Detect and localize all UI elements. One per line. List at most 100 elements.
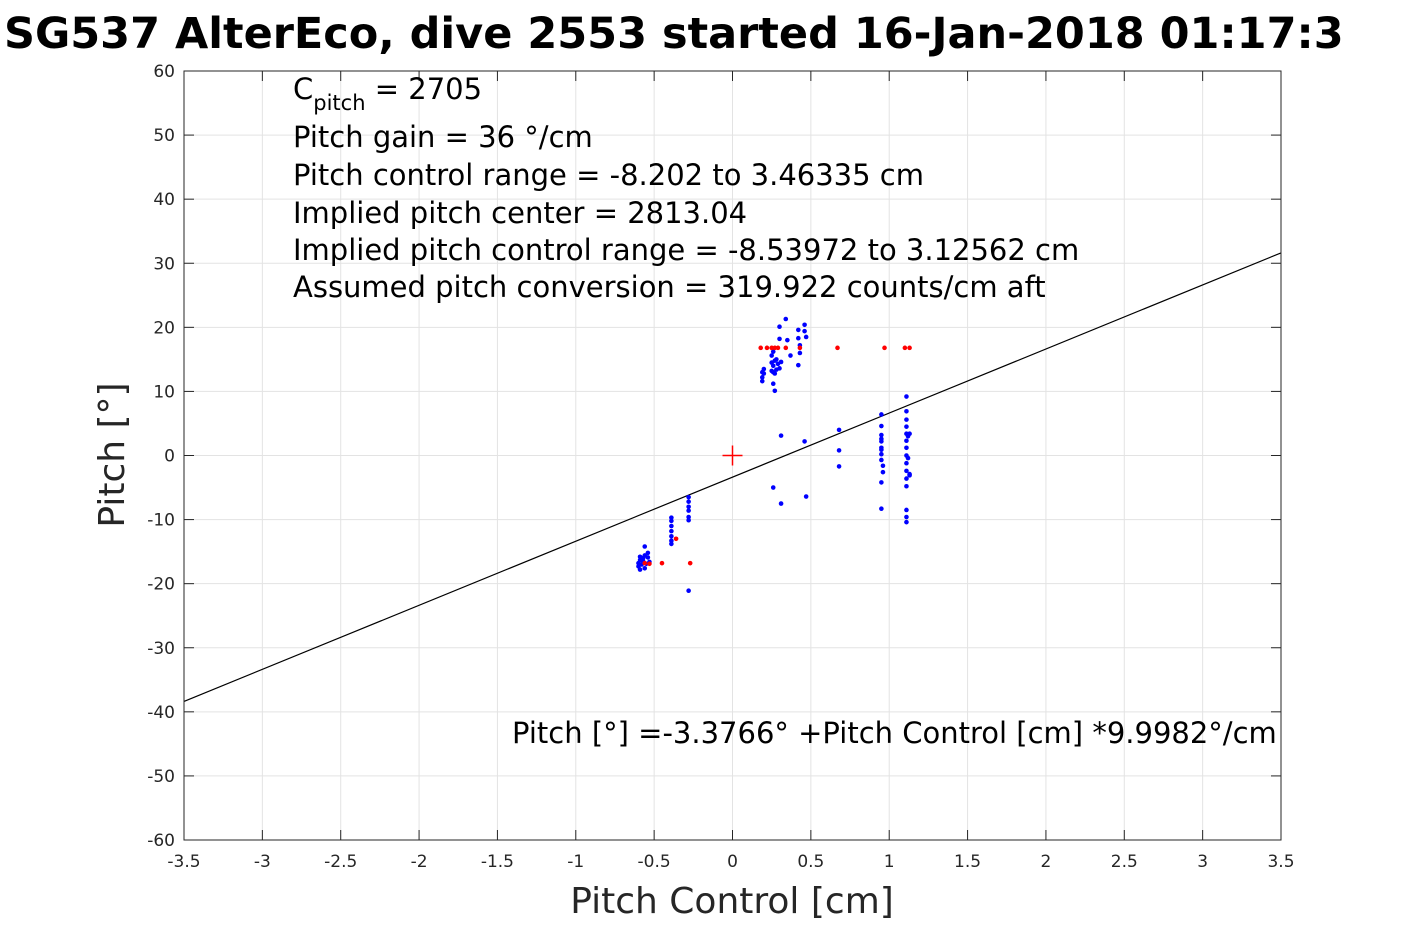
data-point [836,427,842,433]
data-point [686,504,691,510]
y-tick-label: 10 [153,382,175,402]
data-point [772,371,778,376]
data-point [803,334,809,340]
y-tick-label: 20 [153,318,175,338]
y-tick-label: -10 [147,511,175,531]
data-point [802,328,807,334]
data-point [759,378,765,384]
x-tick-label: 2.5 [1111,852,1138,872]
data-point [687,560,693,566]
chart-title: SG537 AlterEco, dive 2553 started 16-Jan… [4,9,1344,59]
y-tick-label: 0 [164,447,175,467]
data-point [879,412,884,417]
data-point [802,322,807,328]
x-axis-label: Pitch Control [cm] [570,881,894,922]
data-point [880,469,886,475]
x-tick-label: -2.5 [324,852,357,872]
data-point [686,494,691,500]
data-point [879,423,884,429]
series-0 [636,316,912,594]
x-axis-ticks: -3.5 -3 -2.5 -2 -1.5 -1 -0.5 0 0.5 1 1.5 2 2.5 3 3.5 [167,71,1295,872]
data-point [669,518,674,524]
data-point [669,523,674,529]
data-point [797,350,803,356]
data-point [686,514,691,520]
data-point [879,506,884,511]
data-point [669,538,674,544]
series-1 [642,345,912,567]
data-point [637,567,643,572]
data-point [669,533,674,539]
data-point [783,316,789,322]
data-point [783,345,789,351]
data-point [904,519,909,525]
data-point [904,483,909,489]
y-tick-label: -30 [147,639,175,659]
data-point [774,357,779,362]
data-point [764,345,770,351]
fit-line [183,252,1282,702]
annotation-cpitch-subscript: pitch [313,91,365,115]
x-tick-label: -2 [411,852,428,872]
data-point [777,366,782,371]
data-point [669,541,674,547]
data-point [645,555,651,560]
data-point [758,345,764,351]
annotation-pitch-control-range: Pitch control range = -8.202 to 3.46335 … [293,158,924,192]
data-point [796,335,801,341]
data-point [778,501,784,506]
data-point [904,424,909,429]
x-tick-label: -1.5 [481,852,514,872]
data-point [642,544,648,549]
data-point [788,353,793,358]
fit-equation-label: Pitch [°] =-3.3766° +Pitch Control [cm] … [512,716,1277,750]
data-point [785,337,790,343]
data-point [879,451,884,457]
x-tick-label: 3.5 [1267,852,1294,872]
x-tick-label: -3 [254,852,271,872]
data-point [796,362,801,368]
data-point [880,463,886,469]
data-point [669,528,674,534]
data-point [904,438,909,444]
data-point [907,345,912,351]
data-point [904,394,909,399]
y-tick-label: 60 [153,62,175,82]
data-point [659,560,665,566]
data-point [879,457,884,463]
annotation-implied-pitch-center: Implied pitch center = 2813.04 [293,196,747,230]
fit-line-group [183,252,1282,702]
data-point [686,517,691,523]
x-tick-label: 3 [1197,852,1208,872]
data-point [642,565,648,571]
data-point [879,436,884,442]
grid-lines [183,70,1282,841]
data-point [879,447,884,453]
data-point [803,494,809,499]
y-tick-label: 40 [153,190,175,210]
annotation-pitch-conversion: Assumed pitch conversion = 319.922 count… [293,270,1046,304]
data-point [907,473,912,478]
x-tick-label: -1 [567,852,584,872]
y-axis-label: Pitch [°] [92,382,133,527]
annotation-cpitch-value: = 2705 [366,72,483,106]
y-tick-label: -50 [147,767,175,787]
data-points [636,316,912,594]
data-point [904,417,909,422]
data-point [907,431,912,437]
data-point [669,515,674,520]
data-point [770,485,776,490]
data-point [770,363,776,369]
data-point [904,514,909,520]
data-point [778,359,784,365]
data-point [904,445,909,451]
x-tick-label: 0.5 [797,852,824,872]
data-point [769,353,774,358]
data-point [879,432,884,438]
annotation-implied-control-range: Implied pitch control range = -8.53972 t… [293,233,1079,267]
annotation-block: Cpitch = 2705 Pitch gain = 36 °/cm Pitch… [293,72,1277,750]
x-tick-label: 2 [1041,852,1052,872]
data-point [905,455,911,461]
data-point [904,476,909,481]
